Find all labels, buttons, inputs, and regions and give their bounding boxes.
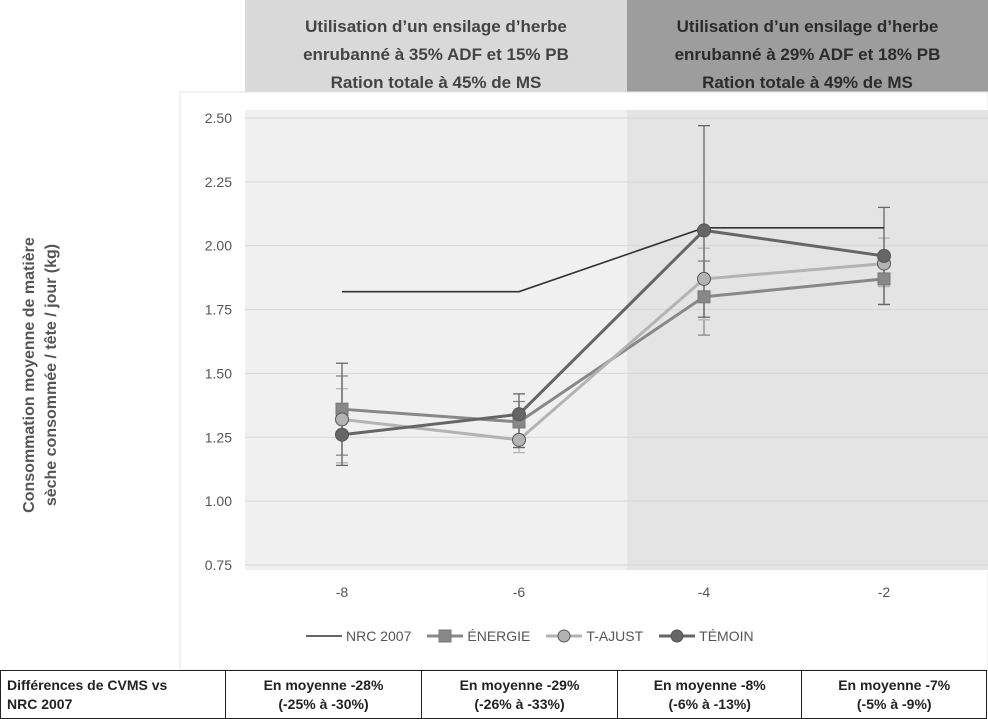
series-line: [341, 262, 885, 442]
data-point: [512, 432, 526, 447]
legend-item: TÉMOIN: [659, 628, 754, 644]
y-tick-label: 2.25: [205, 174, 232, 190]
y-axis-label: Consommation moyenne de matière sèche co…: [21, 237, 60, 513]
legend-swatch: [546, 629, 583, 643]
y-tick-label: 1.25: [205, 429, 232, 445]
differences-table: Différences de CVMS vs NRC 2007 En moyen…: [0, 670, 987, 719]
legend-label: T-AJUST: [586, 628, 644, 644]
y-tick-label: 1.50: [205, 365, 232, 381]
legend-item: T-AJUST: [546, 628, 643, 644]
y-tick-label: 0.75: [205, 557, 232, 573]
table-cell: En moyenne -29% (-26% à -33%): [421, 670, 618, 719]
period-panel-right: [627, 110, 988, 570]
data-point: [335, 412, 349, 427]
legend-swatch: [306, 635, 342, 637]
legend-label: NRC 2007: [346, 628, 412, 644]
x-tick-label: -4: [698, 584, 711, 600]
chart-legend: NRC 2007 ÉNERGIE T-AJUST TÉMOIN: [306, 624, 770, 648]
table-row-label: Différences de CVMS vs NRC 2007: [0, 670, 226, 719]
y-tick-label: 1.75: [205, 302, 232, 318]
data-point: [877, 272, 891, 286]
legend-item: ÉNERGIE: [427, 628, 530, 644]
table-cell: En moyenne -28% (-25% à -30%): [225, 670, 422, 719]
legend-label: TÉMOIN: [699, 628, 754, 644]
series-line: [341, 228, 885, 437]
x-tick-label: -2: [878, 584, 891, 600]
data-point: [877, 248, 891, 263]
legend-item: NRC 2007: [306, 628, 411, 644]
series-line: [342, 227, 884, 293]
table-cell: En moyenne -8% (-6% à -13%): [616, 670, 803, 719]
table-cell: En moyenne -7% (-5% à -9%): [801, 670, 987, 719]
y-tick-label: 2.50: [205, 110, 232, 126]
x-tick-label: -8: [336, 584, 349, 600]
legend-label: ÉNERGIE: [467, 628, 531, 644]
y-tick-label: 2.00: [205, 238, 232, 254]
data-point: [697, 290, 711, 304]
data-point: [335, 427, 349, 442]
period-panel-left: [245, 110, 627, 570]
x-tick-label: -6: [513, 584, 526, 600]
table-row: Différences de CVMS vs NRC 2007 En moyen…: [0, 670, 987, 719]
data-point: [512, 407, 526, 422]
legend-swatch: [427, 629, 464, 643]
data-point: [697, 271, 711, 286]
data-point: [697, 223, 711, 238]
legend-swatch: [659, 629, 696, 643]
y-tick-label: 1.00: [205, 493, 232, 509]
